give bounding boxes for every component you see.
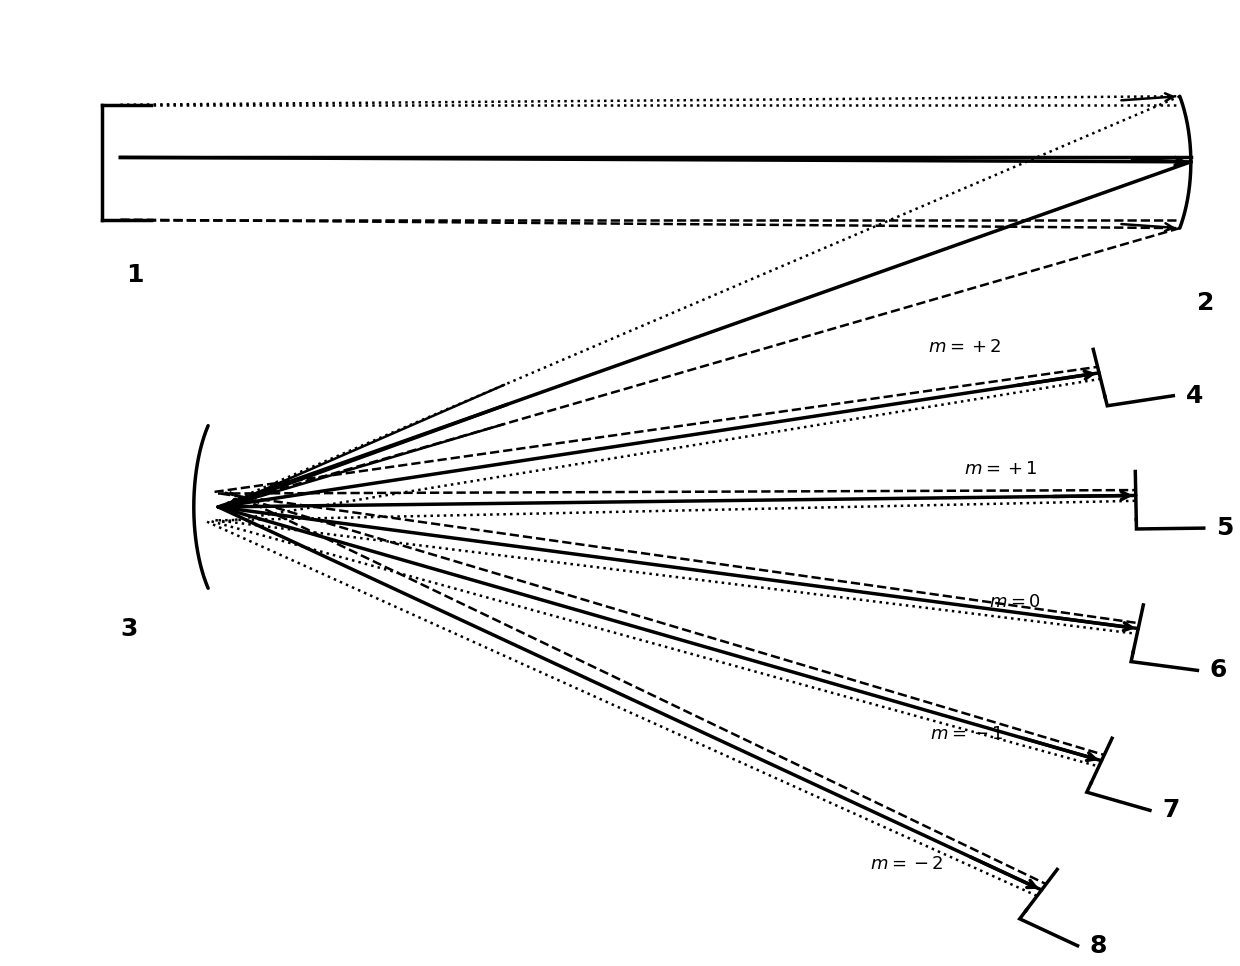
Text: 3: 3 xyxy=(120,617,138,641)
Text: 1: 1 xyxy=(126,263,144,287)
Text: $m=+2$: $m=+2$ xyxy=(928,338,1001,355)
Text: $m=-1$: $m=-1$ xyxy=(930,725,1003,744)
Text: 5: 5 xyxy=(1216,516,1234,540)
Text: 8: 8 xyxy=(1090,934,1107,957)
Text: $m=-2$: $m=-2$ xyxy=(870,855,944,872)
Text: 2: 2 xyxy=(1197,292,1214,316)
Text: 7: 7 xyxy=(1162,798,1179,822)
Text: $m=0$: $m=0$ xyxy=(988,593,1040,611)
Text: 4: 4 xyxy=(1185,384,1203,408)
Text: $m=+1$: $m=+1$ xyxy=(965,460,1038,478)
Text: 6: 6 xyxy=(1210,659,1228,682)
